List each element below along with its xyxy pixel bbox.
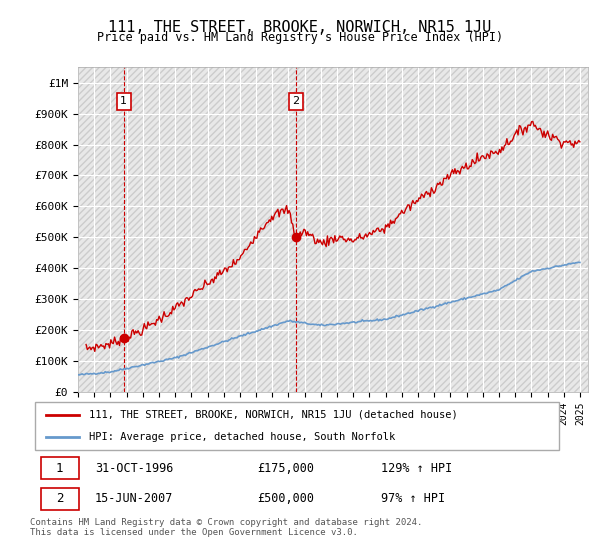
Text: 1: 1 xyxy=(56,461,64,474)
FancyBboxPatch shape xyxy=(35,402,559,450)
Text: 129% ↑ HPI: 129% ↑ HPI xyxy=(381,461,452,474)
Text: Contains HM Land Registry data © Crown copyright and database right 2024.
This d: Contains HM Land Registry data © Crown c… xyxy=(30,518,422,538)
Text: 2: 2 xyxy=(56,492,64,505)
Text: 1: 1 xyxy=(121,96,127,106)
Text: 15-JUN-2007: 15-JUN-2007 xyxy=(95,492,173,505)
Text: 97% ↑ HPI: 97% ↑ HPI xyxy=(381,492,445,505)
Text: £175,000: £175,000 xyxy=(257,461,314,474)
FancyBboxPatch shape xyxy=(41,457,79,479)
Text: 111, THE STREET, BROOKE, NORWICH, NR15 1JU: 111, THE STREET, BROOKE, NORWICH, NR15 1… xyxy=(109,20,491,35)
Text: £500,000: £500,000 xyxy=(257,492,314,505)
Text: 111, THE STREET, BROOKE, NORWICH, NR15 1JU (detached house): 111, THE STREET, BROOKE, NORWICH, NR15 1… xyxy=(89,409,458,419)
Text: HPI: Average price, detached house, South Norfolk: HPI: Average price, detached house, Sout… xyxy=(89,432,395,442)
Text: 31-OCT-1996: 31-OCT-1996 xyxy=(95,461,173,474)
Text: Price paid vs. HM Land Registry's House Price Index (HPI): Price paid vs. HM Land Registry's House … xyxy=(97,31,503,44)
FancyBboxPatch shape xyxy=(41,488,79,510)
Text: 2: 2 xyxy=(292,96,299,106)
